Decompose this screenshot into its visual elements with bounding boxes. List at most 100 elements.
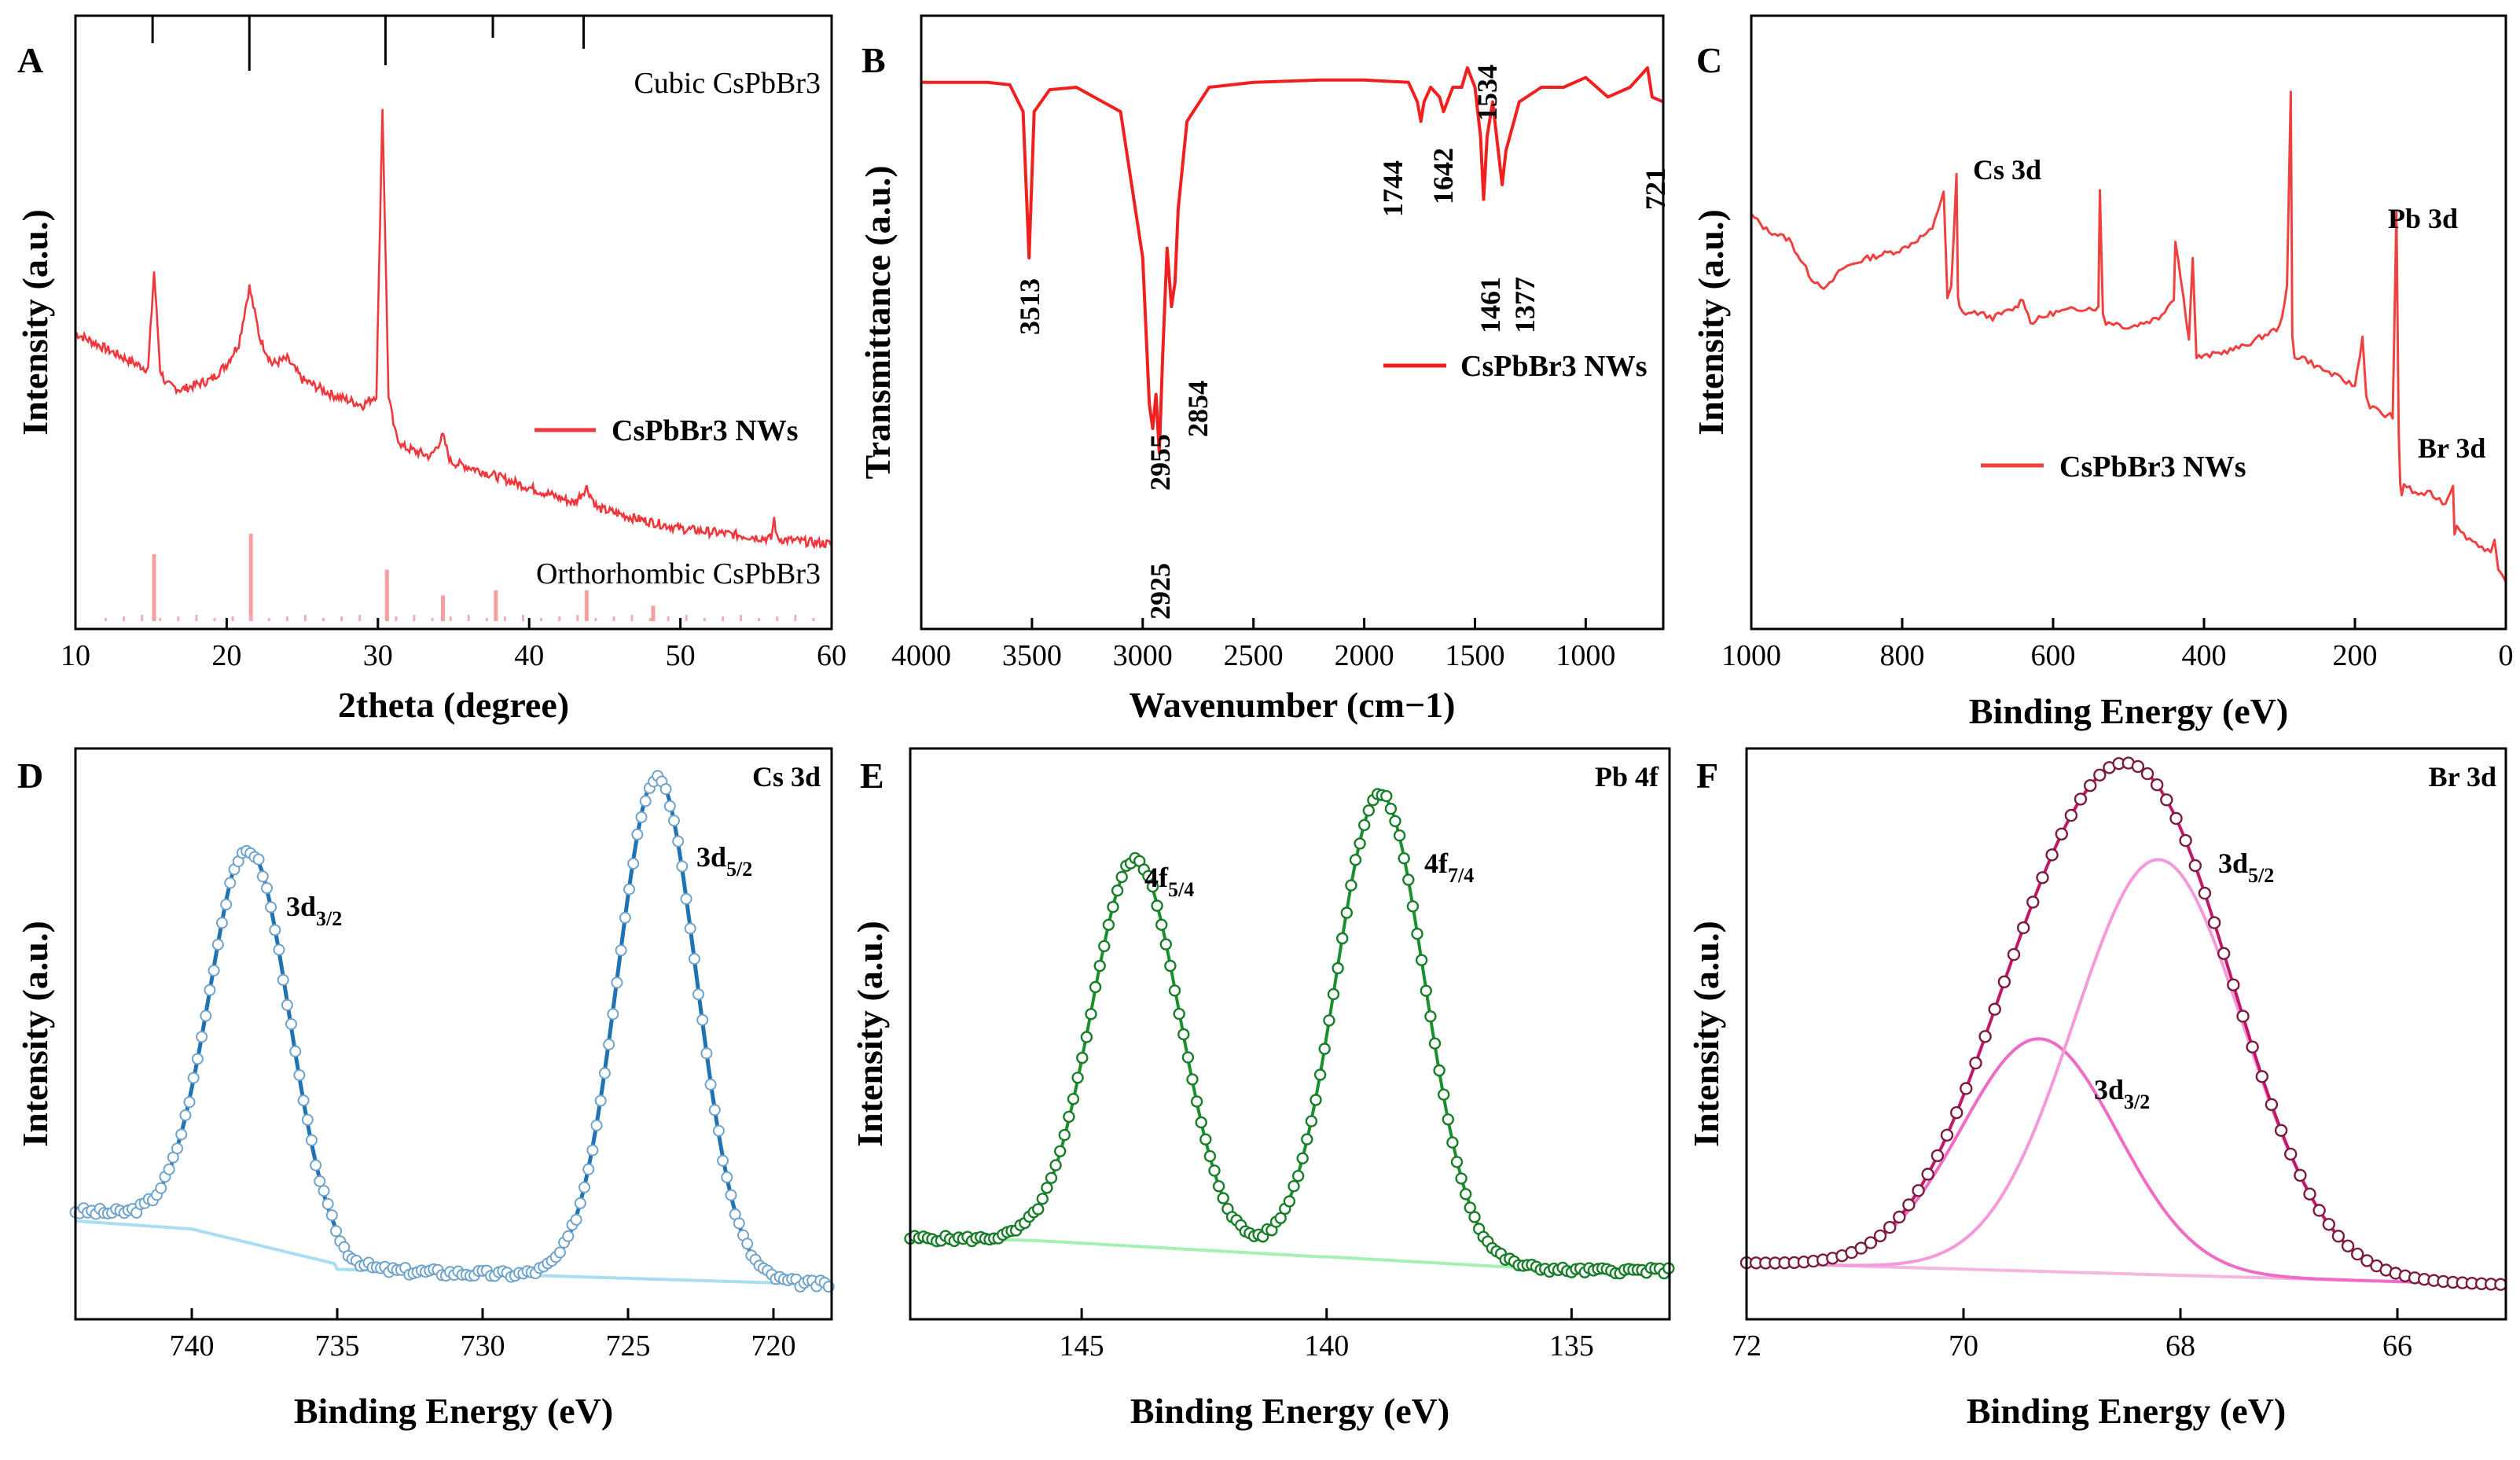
panel-d-data-point-25 [171, 1142, 183, 1155]
panel-d-data-point-36 [216, 917, 228, 929]
panel-f-data-point-30 [2026, 895, 2040, 909]
x-tick-label-0: 72 [1732, 1329, 1761, 1363]
panel-d-data-point-146 [663, 800, 676, 812]
panel-f-data-point-15 [1883, 1220, 1897, 1234]
x-tick-label-5: 60 [817, 639, 847, 672]
x-tick-label-1: 20 [211, 639, 241, 672]
panel-d-data-point-138 [631, 828, 644, 840]
panel-f-data-point-52 [2236, 1009, 2250, 1023]
panel-a-legend-label: CsPbBr3 NWs [612, 414, 799, 447]
panel-letter-d: D [17, 756, 43, 796]
panel-d-data-point-56 [297, 1094, 310, 1107]
panel-d-data-point-132 [607, 1008, 619, 1021]
panel-e-data-point-116 [1415, 954, 1428, 966]
panel-d-x-ticks: 740 735 730 725 720 [170, 1308, 796, 1363]
panel-d-y-axis-label: Intensity (a.u.) [15, 921, 55, 1147]
panel-f-data-point-45 [2169, 811, 2183, 826]
panel-e-data-point-88 [1291, 1169, 1305, 1182]
panel-f-peak-label-2-base: 3d [2094, 1074, 2124, 1105]
panel-d-data-point-27 [179, 1109, 192, 1121]
x-tick-label-4: 50 [666, 639, 696, 672]
x-tick-label-2: 730 [461, 1329, 505, 1363]
panel-c-cs3d-label: Cs 3d [1973, 154, 2041, 186]
panel-f-frame [1745, 747, 2507, 1321]
panel-d-title: Cs 3d [752, 761, 821, 793]
x-tick-label-4: 200 [2333, 639, 2378, 672]
panel-f-data-point-14 [1873, 1229, 1887, 1243]
x-tick-label-2: 30 [363, 639, 393, 672]
panel-d-data-point-47 [261, 882, 273, 895]
panel-f-data-point-21 [1940, 1128, 1954, 1142]
panel-c-xps-survey: C 1000 800 600 400 200 0 Cs 3d Pb 3d Br 3d Cs… [1691, 14, 2514, 731]
panel-e-data-point-91 [1305, 1115, 1318, 1127]
panel-e-data-point-60 [1168, 984, 1181, 997]
panel-d-data-point-55 [293, 1069, 306, 1081]
panel-b-peak-labels: 3513 2955 2925 2854 1744 1642 1534 1461 1377 721 [1014, 64, 1671, 620]
panel-d-x-axis-label: Binding Energy (eV) [294, 1391, 613, 1431]
panel-e-data-point-30 [1036, 1193, 1049, 1205]
panel-e-data-point-84 [1274, 1212, 1287, 1225]
panel-a-xrd: A 10 20 30 40 50 60 Cubic CsPbBr3 Orthorhombi… [15, 14, 847, 725]
panel-e-y-axis-label: Intensity (a.u.) [850, 921, 890, 1147]
panel-f-data-point-59 [2303, 1187, 2316, 1201]
panel-f-data-point-65 [2360, 1254, 2374, 1267]
panel-e-data-point-29 [1031, 1203, 1045, 1215]
panel-e-peak-label-2: 4f7/4 [1424, 848, 1474, 887]
panel-d-data-point-23 [163, 1163, 175, 1175]
panel-e-data-point-44 [1098, 940, 1111, 953]
panel-a-cubic-ref-label: Cubic CsPbBr3 [634, 67, 821, 100]
panel-d-data-point-46 [256, 870, 269, 883]
panel-f-data-point-35 [2074, 793, 2088, 806]
panel-e-data-point-97 [1332, 962, 1344, 975]
panel-d-data-point-128 [590, 1119, 603, 1131]
panel-e-data-point-90 [1301, 1133, 1313, 1146]
panel-f-data-point-63 [2341, 1239, 2355, 1253]
panel-d-data-point-140 [639, 795, 652, 807]
panel-f-data-point-61 [2322, 1218, 2336, 1231]
panel-f-component-3d52 [1746, 858, 2507, 1286]
panel-d-data-point-35 [211, 938, 224, 951]
panel-e-frame [909, 747, 1671, 1321]
panel-d-data-point-136 [623, 883, 635, 895]
panel-b-peak-label-9: 721 [1640, 167, 1671, 210]
panel-d-data-point-160 [721, 1171, 733, 1183]
panel-letter-c: C [1696, 40, 1722, 80]
panel-e-data-point-98 [1335, 932, 1349, 945]
panel-f-peak-label-1-base: 3d [2218, 848, 2248, 879]
panel-d-frame [74, 747, 833, 1321]
panel-e-data-point-64 [1186, 1073, 1199, 1086]
x-tick-label-0: 10 [61, 639, 90, 672]
x-tick-label-1: 800 [1880, 639, 1925, 672]
panel-e-data-point-123 [1446, 1136, 1459, 1149]
panel-f-data-point-19 [1921, 1168, 1934, 1181]
panel-e-data-point-87 [1288, 1179, 1300, 1193]
panel-letter-a: A [17, 40, 43, 80]
panel-e-data-point-96 [1327, 987, 1340, 1001]
panel-b-peak-label-1: 2955 [1144, 434, 1176, 491]
panel-e-data-point-86 [1283, 1195, 1296, 1208]
panel-d-data-point-135 [619, 911, 631, 924]
panel-d-data-point-34 [208, 964, 220, 976]
panel-f-data-point-17 [1902, 1198, 1916, 1212]
x-tick-label-0: 4000 [891, 639, 951, 672]
panel-b-peak-label-7: 1461 [1475, 277, 1506, 333]
panel-e-data-point-45 [1102, 918, 1115, 932]
panel-d-data-point-33 [204, 984, 216, 996]
panel-d-data-point-148 [672, 835, 685, 848]
x-tick-label-1: 140 [1304, 1329, 1349, 1363]
panel-d-data-point-29 [187, 1072, 200, 1084]
panel-d-data-point-151 [684, 922, 696, 935]
panel-d-data-point-145 [659, 783, 672, 796]
panel-b-peak-label-4: 1744 [1377, 160, 1409, 217]
panel-e-data-point-55 [1146, 880, 1159, 893]
panel-f-data-point-28 [2007, 947, 2021, 962]
panel-d-data-point-61 [318, 1185, 330, 1197]
panel-e-data-point-128 [1468, 1211, 1481, 1223]
panel-b-peak-label-2: 2925 [1144, 563, 1176, 620]
panel-e-data-point-109 [1384, 802, 1398, 815]
panel-f-data-point-62 [2331, 1230, 2346, 1243]
panel-d-data-point-53 [285, 1018, 297, 1030]
panel-f-data-point-29 [2016, 921, 2030, 935]
panel-e-data-point-67 [1199, 1133, 1212, 1146]
